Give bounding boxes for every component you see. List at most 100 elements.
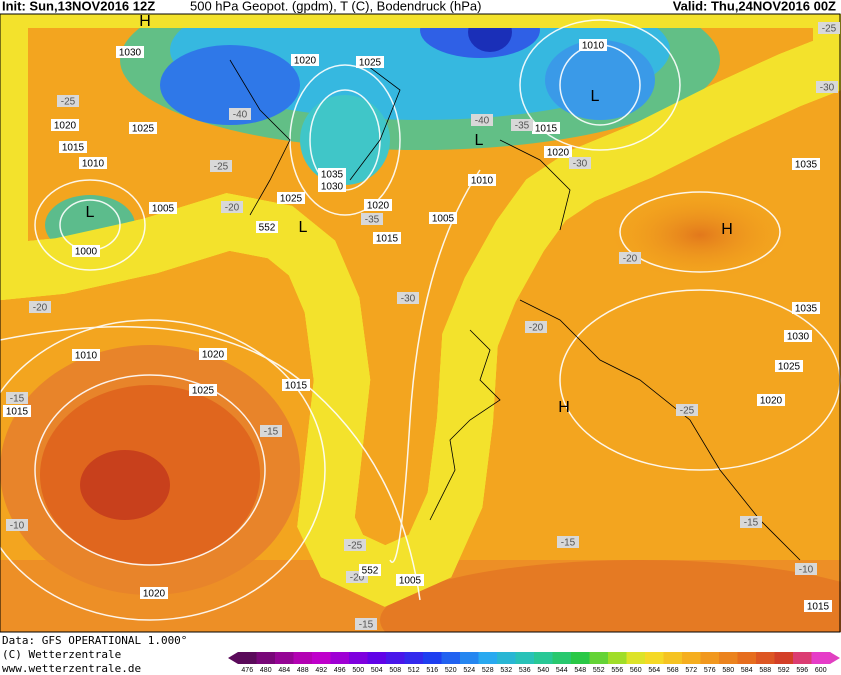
colorbar-label: 524 — [463, 667, 475, 674]
colorbar-label: 528 — [482, 667, 494, 674]
isobar-label-box — [579, 39, 607, 51]
colorbar-label: 544 — [556, 667, 568, 674]
isobar-label: 1000 — [75, 247, 98, 258]
colorbar-swatch — [571, 652, 590, 664]
colorbar-label: 516 — [426, 667, 438, 674]
isobar-label: 1015 — [376, 234, 399, 245]
colorbar-label: 532 — [500, 667, 512, 674]
colorbar-label: 480 — [260, 667, 272, 674]
colorbar-swatch — [589, 652, 609, 664]
valid-time: Valid: Thu,24NOV2016 00Z — [673, 0, 836, 13]
isobar-label-box — [59, 141, 87, 153]
isobar-label-box — [79, 157, 107, 169]
isotherm-label-box — [557, 536, 579, 548]
colorbar-swatch — [756, 652, 775, 664]
map-title: 500 hPa Geopot. (gpdm), T (C), Bodendruc… — [190, 0, 481, 13]
colorbar-label: 540 — [537, 667, 549, 674]
isobar-label-box — [116, 46, 144, 58]
colorbar: 476 480 484 488 492 496 500 504 508 512 516 520 524 5… — [228, 652, 840, 674]
colorbar-label: 504 — [371, 667, 383, 674]
isotherm-label: -30 — [820, 83, 835, 94]
colorbar-label: 476 — [241, 667, 253, 674]
isobar-label-box — [199, 348, 227, 360]
pressure-center: L — [475, 132, 484, 149]
isobar-label: 1020 — [547, 148, 570, 159]
pressure-center: H — [139, 13, 151, 30]
isotherm-label-box — [795, 563, 817, 575]
isobar-label: 1005 — [152, 204, 175, 215]
isotherm-label: -10 — [799, 565, 814, 576]
colorbar-swatch — [774, 652, 794, 664]
colorbar-swatch — [460, 652, 479, 664]
colorbar-label: 536 — [519, 667, 531, 674]
isotherm-label-box — [229, 108, 251, 120]
isobar-label: 1020 — [294, 56, 317, 67]
isotherm-label: -10 — [10, 521, 25, 532]
isotherm-label-box — [6, 519, 28, 531]
colorbar-label: 508 — [389, 667, 401, 674]
isotherm-label: -25 — [214, 162, 229, 173]
map-frame — [0, 13, 841, 633]
isobar-label: 1015 — [285, 381, 308, 392]
isotherm-label: -20 — [33, 303, 48, 314]
colorbar-swatch — [682, 652, 701, 664]
isobar-label-box — [396, 574, 424, 586]
colorbar-label: 588 — [759, 667, 771, 674]
isobar-label-box — [364, 199, 392, 211]
isobar-label-box — [468, 174, 496, 186]
colorbar-swatch — [256, 652, 276, 664]
isobar-label-box — [149, 202, 177, 214]
geopotential-label-box — [359, 564, 381, 576]
isobar-label: 1025 — [280, 194, 303, 205]
isobar-label-box — [318, 168, 346, 180]
isobar-label-box — [792, 302, 820, 314]
colorbar-swatch — [515, 652, 535, 664]
isotherm-label: -40 — [233, 110, 248, 121]
isotherm-label-box — [355, 618, 377, 630]
colorbar-swatch — [312, 652, 331, 664]
isotherm-label: -35 — [365, 215, 380, 226]
isobar-label: 1005 — [399, 576, 422, 587]
data-source: Data: GFS OPERATIONAL 1.000° — [2, 634, 187, 647]
isobar-label-box — [189, 384, 217, 396]
colorbar-label: 584 — [741, 667, 753, 674]
isobar-label: 1035 — [321, 170, 344, 181]
geopotential-label-box — [256, 221, 278, 233]
colorbar-label: 568 — [667, 667, 679, 674]
isobar-label-box — [429, 212, 457, 224]
isotherm-label: -25 — [680, 406, 695, 417]
colorbar-swatch — [478, 652, 498, 664]
colorbar-swatch — [238, 652, 257, 664]
isobar-label-box — [51, 119, 79, 131]
isotherm-label: -25 — [61, 97, 76, 108]
isobar-label: 1010 — [75, 351, 98, 362]
isobar-label: 1020 — [367, 201, 390, 212]
isotherm-label-box — [471, 114, 493, 126]
isotherm-label-box — [569, 157, 591, 169]
isobar-label-box — [784, 330, 812, 342]
isobar-label: 1035 — [795, 160, 818, 171]
isobar-label: 1015 — [6, 407, 29, 418]
pressure-center: H — [558, 399, 570, 416]
isobar-label-box — [291, 54, 319, 66]
colorbar-label: 492 — [315, 667, 327, 674]
isobar-label-box — [282, 379, 310, 391]
isotherm-label-box — [57, 95, 79, 107]
colorbar-swatch — [608, 652, 627, 664]
isotherm-label: -35 — [515, 121, 530, 132]
colorbar-swatch — [497, 652, 516, 664]
isobar-label-box — [72, 349, 100, 361]
isotherm-label: -15 — [264, 427, 279, 438]
colorbar-swatch — [386, 652, 405, 664]
isotherm-label: -25 — [822, 24, 837, 35]
colorbar-label: 496 — [334, 667, 346, 674]
isobar-label: 1025 — [192, 386, 215, 397]
colorbar-label: 552 — [593, 667, 605, 674]
isobar-label: 1020 — [202, 350, 225, 361]
colorbar-label: 500 — [352, 667, 364, 674]
colorbar-swatch — [534, 652, 553, 664]
colorbar-swatch — [663, 652, 683, 664]
pressure-center: H — [721, 221, 733, 238]
geopotential-label: 552 — [259, 223, 276, 234]
colorbar-label: 564 — [648, 667, 660, 674]
